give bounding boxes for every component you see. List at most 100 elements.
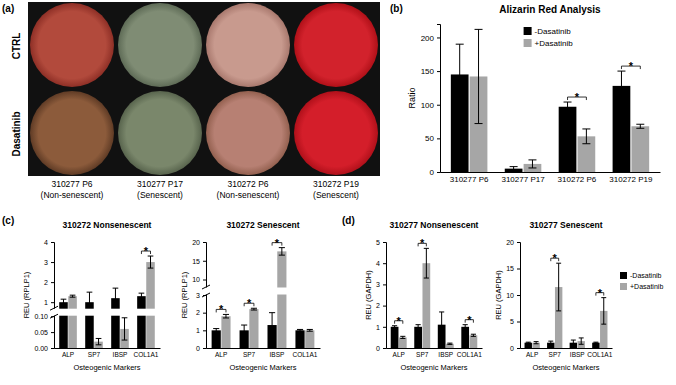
x-tick-label: ALP bbox=[393, 351, 405, 358]
y-tick-label: 3 bbox=[376, 281, 380, 288]
x-tick: SP7 bbox=[88, 348, 101, 358]
y-tick-label: 3 bbox=[196, 292, 200, 299]
error-cap bbox=[617, 100, 625, 101]
legend: -Dasatinib+Dasatinib bbox=[620, 272, 663, 290]
x-tick-label: 310277 P6 bbox=[450, 175, 489, 184]
x-tick: COL1A1 bbox=[134, 348, 159, 358]
x-tick: SP7 bbox=[243, 348, 256, 358]
error-cap bbox=[61, 299, 67, 300]
error-cap bbox=[424, 278, 429, 279]
y-axis-line bbox=[437, 25, 441, 173]
y-tick-mark bbox=[383, 348, 386, 349]
significance-label: * bbox=[467, 314, 472, 326]
error-cap bbox=[251, 310, 257, 311]
y-tick-label: 100 bbox=[421, 101, 435, 110]
error-stem bbox=[465, 325, 466, 329]
error-bar bbox=[617, 71, 625, 101]
x-axis: 310277 P6310277 P17310272 P6310272 P19 bbox=[441, 172, 661, 184]
y-axis-line bbox=[517, 243, 521, 349]
error-bar bbox=[582, 129, 590, 144]
y-tick-label: 4 bbox=[376, 260, 380, 267]
x-tick: IBSP bbox=[438, 348, 453, 358]
row-label: CTRL bbox=[11, 33, 22, 60]
significance-label: * bbox=[144, 245, 149, 257]
error-cap bbox=[148, 268, 154, 269]
bar-chart: 05101520ALPSP7IBSPCOL1A1**REU (GAPDH)Ost… bbox=[494, 220, 663, 372]
error-cap bbox=[122, 317, 128, 318]
error-stem bbox=[513, 167, 514, 171]
y-tick: 2 bbox=[44, 279, 54, 286]
error-stem bbox=[558, 263, 559, 311]
error-bar bbox=[61, 299, 67, 305]
x-tick-label: COL1A1 bbox=[134, 351, 159, 358]
panel-letter: (a) bbox=[2, 3, 14, 14]
error-stem bbox=[459, 44, 460, 105]
y-tick-label: 15 bbox=[506, 265, 514, 272]
bar bbox=[295, 330, 304, 348]
y-tick-label: 0 bbox=[376, 345, 380, 352]
y-tick: 15 bbox=[192, 257, 206, 264]
error-bar bbox=[307, 329, 313, 331]
y-axis-line bbox=[51, 243, 55, 349]
legend-swatch bbox=[524, 39, 532, 47]
y-axis: 050100150200 bbox=[421, 25, 441, 178]
x-axis-line bbox=[441, 172, 661, 173]
x-axis: ALPSP7IBSPCOL1A1 bbox=[207, 348, 321, 358]
error-cap bbox=[593, 342, 598, 343]
error-bar bbox=[400, 336, 405, 338]
x-axis-title: Osteogenic Markers bbox=[73, 363, 140, 372]
y-tick-label: 150 bbox=[421, 67, 435, 76]
error-cap bbox=[617, 71, 625, 72]
error-stem bbox=[89, 292, 90, 311]
error-cap bbox=[548, 341, 553, 342]
x-tick-label: SP7 bbox=[88, 351, 101, 358]
x-tick: IBSP bbox=[570, 348, 585, 358]
y-axis: 0123101520 bbox=[192, 239, 206, 352]
x-axis-line bbox=[521, 348, 613, 349]
x-tick: SP7 bbox=[416, 348, 429, 358]
legend-label: -Dasatinib bbox=[630, 272, 662, 279]
error-bar bbox=[416, 325, 421, 329]
chart-title: 310277 Nonsenescent bbox=[390, 220, 479, 230]
y-tick: 20 bbox=[506, 239, 520, 246]
x-axis-line bbox=[387, 348, 483, 349]
y-tick: 200 bbox=[421, 34, 440, 43]
y-tick-mark bbox=[203, 280, 206, 281]
error-stem bbox=[281, 248, 282, 256]
error-cap bbox=[601, 297, 606, 298]
error-cap bbox=[456, 44, 464, 45]
y-tick-label: 0 bbox=[196, 345, 200, 352]
x-axis: ALP SP7 IBSP COL1A1 bbox=[387, 348, 483, 358]
bar bbox=[146, 262, 155, 348]
error-cap bbox=[636, 124, 644, 125]
error-stem bbox=[63, 299, 64, 305]
y-tick-mark bbox=[383, 327, 386, 328]
y-tick-mark bbox=[203, 348, 206, 349]
axis-break-slash bbox=[202, 293, 210, 297]
error-bar bbox=[556, 263, 561, 311]
y-tick-label: 50 bbox=[425, 134, 434, 143]
error-cap bbox=[251, 308, 257, 309]
x-tick: SP7 bbox=[549, 348, 562, 358]
error-cap bbox=[392, 327, 397, 328]
error-bar bbox=[439, 312, 444, 337]
panel-letter: (d) bbox=[342, 215, 355, 226]
error-cap bbox=[241, 325, 247, 326]
bar bbox=[532, 343, 539, 348]
error-cap bbox=[223, 317, 229, 318]
error-cap bbox=[96, 344, 102, 345]
y-tick-mark bbox=[203, 261, 206, 262]
legend-swatch bbox=[620, 272, 627, 279]
panel-letter: (c) bbox=[2, 215, 14, 226]
plot-marks bbox=[451, 29, 649, 172]
error-cap bbox=[571, 340, 576, 341]
error-bar bbox=[593, 342, 598, 343]
x-tick-label: COL1A1 bbox=[457, 351, 482, 358]
error-bar bbox=[87, 292, 93, 311]
y-tick: 0.05 bbox=[34, 329, 54, 336]
legend-swatch bbox=[524, 27, 532, 35]
x-tick-label: 310272 P19 bbox=[609, 175, 653, 184]
error-stem bbox=[621, 71, 622, 101]
error-stem bbox=[567, 102, 568, 111]
y-tick: 10 bbox=[192, 276, 206, 283]
